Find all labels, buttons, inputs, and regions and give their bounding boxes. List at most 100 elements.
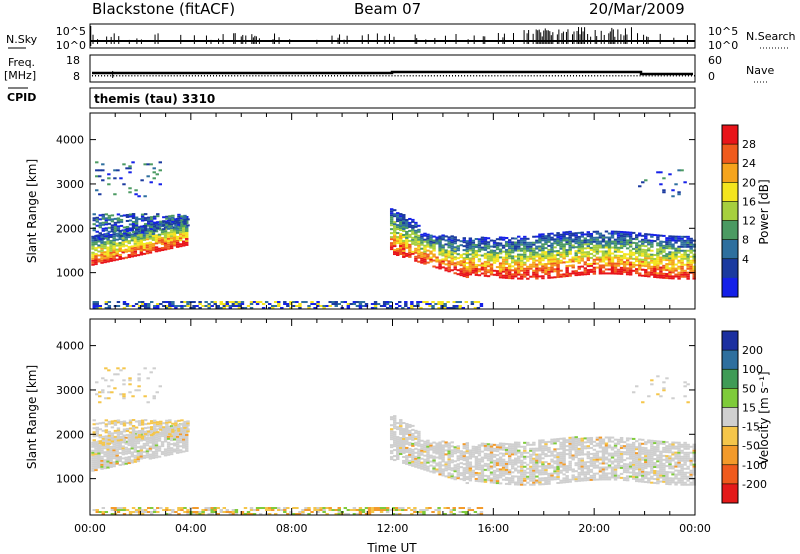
range-gate-cell [139,451,144,454]
range-gate-cell [393,441,397,444]
range-gate-cell [547,250,551,253]
range-gate-cell [577,443,581,446]
range-gate-cell [426,249,430,252]
range-gate-cell [153,215,157,218]
range-gate-cell [541,247,545,250]
range-gate-cell [538,443,542,446]
range-gate-cell [162,224,166,227]
range-gate-cell [498,468,503,471]
range-gate-cell [91,243,95,246]
range-gate-cell [535,453,539,456]
range-gate-cell [112,463,116,466]
range-gate-cell [118,444,122,447]
range-gate-cell [504,270,509,273]
range-gate-cell [562,439,566,442]
range-gate-cell [604,242,609,245]
range-gate-cell [462,265,467,268]
range-gate-cell [622,233,627,236]
range-gate-cell [438,247,442,250]
range-gate-cell [169,449,174,452]
range-gate-cell [103,443,107,446]
range-gate-cell [547,482,551,485]
range-gate-cell [686,253,690,256]
range-gate-cell [538,481,542,484]
range-gate-cell [396,458,400,461]
range-gate-cell [414,223,418,226]
range-gate-cell [177,427,181,430]
range-gate-cell [154,246,159,249]
range-gate-cell [489,459,494,462]
range-gate-cell [283,301,287,304]
range-gate-cell [414,447,418,450]
range-gate-cell [635,454,639,457]
range-gate-cell [520,267,524,270]
range-gate-cell [405,426,409,429]
range-gate-cell [121,445,125,448]
range-gate-cell [622,465,627,468]
range-gate-cell [127,458,131,461]
range-gate-cell [628,251,633,254]
range-gate-cell [589,456,594,459]
range-gate-cell [416,301,420,304]
range-gate-cell [92,301,96,304]
range-gate-cell [465,252,470,255]
range-gate-cell [538,465,542,468]
range-gate-cell [450,459,454,462]
range-gate-cell [128,383,132,386]
range-gate-cell [157,247,162,250]
range-gate-cell [137,377,141,380]
range-gate-cell [526,463,530,466]
range-gate-cell [517,257,521,260]
range-gate-cell [610,454,615,457]
range-gate-cell [453,258,457,261]
range-gate-cell [474,449,479,452]
range-gate-cell [113,221,118,224]
range-gate-cell [510,443,515,446]
range-gate-cell [680,245,684,248]
range-gate-cell [411,448,415,451]
range-gate-cell [396,224,400,227]
colorbar-swatch [722,144,738,164]
range-gate-cell [441,238,445,241]
range-gate-cell [165,431,169,434]
range-gate-cell [501,264,506,267]
range-gate-cell [656,171,660,174]
range-gate-cell [166,445,171,448]
range-gate-cell [104,213,109,216]
range-gate-cell [607,240,612,243]
range-gate-cell [124,456,128,459]
range-gate-cell [165,217,169,220]
range-gate-cell [529,265,533,268]
range-gate-cell [565,271,569,274]
range-gate-cell [432,457,436,460]
range-gate-cell [647,265,651,268]
range-gate-cell [504,248,509,251]
range-gate-cell [149,436,154,439]
range-gate-cell [677,193,681,196]
range-gate-cell [532,243,536,246]
range-gate-cell [145,432,150,435]
range-gate-cell [510,275,515,278]
range-gate-cell [450,269,454,272]
range-gate-cell [468,257,473,260]
range-gate-cell [388,305,393,308]
range-gate-cell [529,257,533,260]
range-gate-cell [465,250,470,253]
range-gate-cell [435,452,439,455]
range-gate-cell [414,231,418,234]
range-gate-cell [97,234,101,237]
range-gate-cell [118,236,122,239]
range-gate-cell [625,479,630,482]
range-gate-cell [216,305,220,308]
range-gate-cell [589,268,594,271]
range-gate-cell [480,262,485,265]
range-gate-cell [589,440,594,443]
range-gate-cell [443,307,447,309]
range-gate-cell [638,456,642,459]
range-gate-cell [165,421,169,424]
range-gate-cell [471,245,476,248]
range-gate-cell [426,441,430,444]
range-gate-cell [607,264,612,267]
range-gate-cell [574,480,578,483]
range-gate-cell [420,465,424,468]
